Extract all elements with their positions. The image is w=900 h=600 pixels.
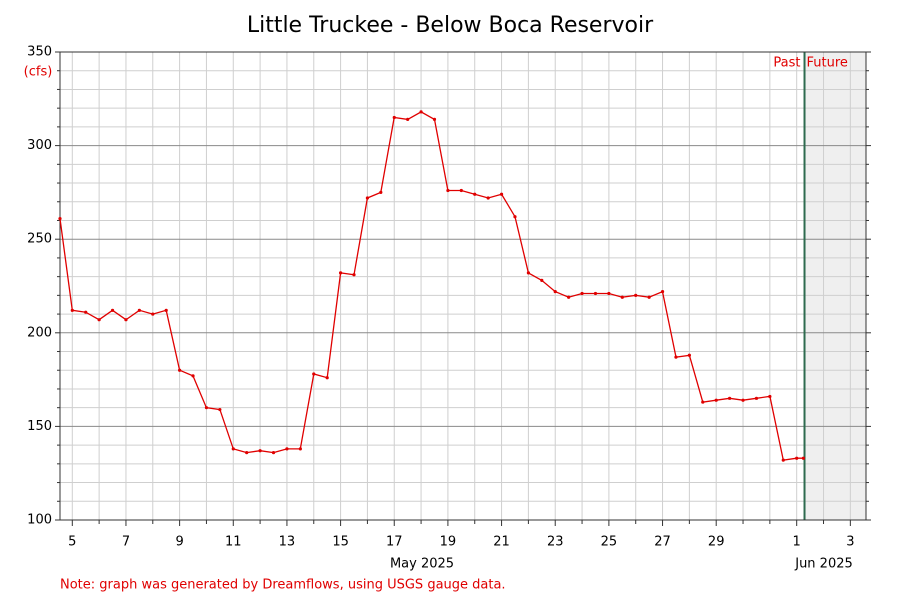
flow-point	[352, 273, 356, 277]
flow-point	[271, 451, 276, 455]
x-tick-label: 17	[386, 535, 403, 550]
x-tick-label: 1	[793, 535, 801, 550]
flow-point	[701, 400, 705, 404]
flow-point	[151, 312, 155, 316]
plot-frame	[59, 51, 867, 521]
flow-point	[647, 295, 651, 299]
flow-point	[338, 271, 343, 275]
flow-point	[754, 396, 759, 400]
x-tick-label: 21	[493, 535, 510, 550]
flow-point	[593, 291, 598, 296]
future-region	[804, 52, 866, 520]
flow-point	[84, 310, 88, 314]
flow-point	[204, 406, 209, 410]
flow-point	[620, 295, 624, 299]
x-tick-label: 11	[225, 535, 242, 550]
flow-point	[687, 353, 691, 357]
flow-point	[459, 188, 463, 193]
flow-point	[178, 368, 182, 372]
x-tick-label: 29	[708, 535, 725, 550]
x-group-label: May 2025	[390, 557, 454, 572]
flow-point	[245, 451, 249, 455]
flow-point	[728, 396, 732, 400]
flow-point	[526, 271, 530, 275]
flow-point	[285, 447, 289, 451]
flow-point	[432, 117, 437, 121]
flow-point	[768, 394, 772, 399]
flow-point	[473, 192, 477, 196]
flow-point	[97, 318, 101, 322]
x-tick-label: 15	[332, 535, 349, 550]
flow-point	[191, 374, 195, 378]
flow-point	[446, 188, 450, 193]
flow-point	[781, 458, 785, 462]
flow-point	[513, 215, 517, 219]
y-tick-label: 150	[27, 419, 52, 434]
flow-point	[660, 290, 665, 294]
flow-point	[795, 456, 799, 460]
flow-point	[325, 376, 329, 380]
flow-point	[567, 295, 571, 299]
flow-point	[419, 110, 423, 114]
y-tick-label: 350	[27, 45, 52, 60]
flow-point	[124, 318, 128, 322]
flow-point	[406, 117, 410, 121]
x-tick-label: 19	[440, 535, 457, 550]
flow-point	[379, 190, 383, 194]
flow-point	[674, 355, 678, 359]
y-tick-label: 200	[27, 325, 52, 340]
flow-point	[553, 290, 557, 294]
y-axis-label: (cfs)	[24, 65, 53, 80]
flow-point	[58, 217, 62, 221]
flow-point	[298, 447, 302, 451]
x-tick-label: 13	[279, 535, 296, 550]
flow-point	[231, 447, 235, 451]
flow-point	[258, 449, 262, 453]
flow-point	[634, 293, 638, 297]
flow-point	[164, 308, 168, 312]
flow-point	[137, 308, 141, 312]
flow-point	[218, 407, 222, 412]
x-tick-label: 9	[175, 535, 183, 550]
flow-point	[110, 308, 115, 312]
flow-point	[365, 196, 370, 200]
flow-point	[741, 398, 745, 402]
flow-point	[70, 308, 74, 312]
x-tick-label: 25	[601, 535, 618, 550]
future-label: Future	[807, 56, 848, 71]
x-tick-label: 23	[547, 535, 564, 550]
y-tick-label: 250	[27, 232, 52, 247]
flow-point	[607, 291, 611, 296]
x-group-label: Jun 2025	[794, 557, 853, 572]
flow-point	[540, 278, 544, 282]
flow-point	[801, 456, 805, 460]
flow-point	[580, 291, 584, 296]
y-tick-label: 300	[27, 138, 52, 153]
flow-point	[714, 398, 718, 402]
x-tick-label: 3	[846, 535, 854, 550]
y-tick-label: 100	[27, 513, 52, 528]
flow-point	[499, 192, 504, 196]
x-tick-label: 27	[654, 535, 671, 550]
x-tick-label: 5	[68, 535, 76, 550]
past-label: Past	[773, 56, 800, 71]
flow-point	[312, 372, 316, 376]
x-tick-label: 7	[122, 535, 130, 550]
flow-point	[392, 115, 396, 120]
chart-title: Little Truckee - Below Boca Reservoir	[247, 13, 654, 38]
flow-point	[486, 196, 490, 200]
note: Note: graph was generated by Dreamflows,…	[60, 578, 506, 593]
